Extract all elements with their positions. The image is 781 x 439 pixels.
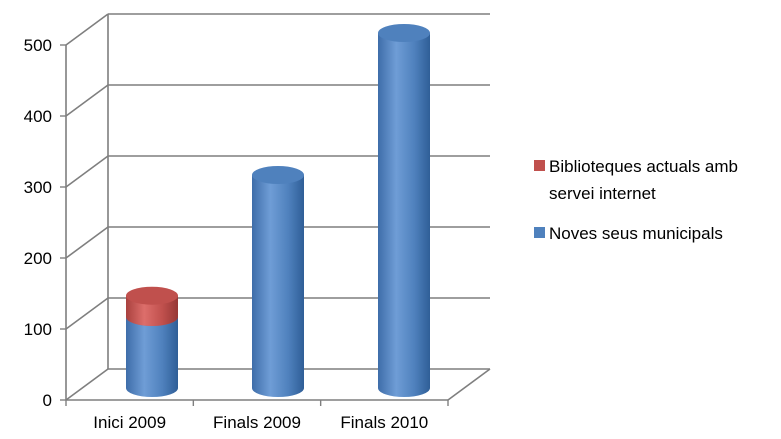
side-gridline — [65, 13, 109, 46]
category-label: Finals 2009 — [213, 413, 301, 432]
bar-noves-seus-municipals — [378, 24, 430, 397]
legend-label: Biblioteques actuals amb — [549, 157, 738, 176]
category-labels: Inici 2009 Finals 2009 Finals 2010 — [93, 413, 428, 432]
legend: Biblioteques actuals amb servei internet N… — [534, 157, 738, 243]
y-tick-label: 400 — [24, 107, 52, 126]
category-label: Finals 2010 — [340, 413, 428, 432]
side-gridline — [65, 226, 109, 259]
y-tick-labels: 0 100 200 300 400 500 — [24, 36, 66, 410]
legend-label: servei internet — [549, 184, 656, 203]
bar-noves-seus-municipals — [252, 166, 304, 397]
side-gridline — [65, 368, 109, 401]
side-gridline — [65, 297, 109, 330]
bar-biblioteques-actuals — [126, 286, 178, 326]
bar-body — [126, 317, 178, 397]
y-tick-label: 500 — [24, 36, 52, 55]
bar-top-cap — [252, 166, 304, 184]
bar-body — [252, 175, 304, 397]
category-label: Inici 2009 — [93, 413, 166, 432]
side-gridline — [65, 155, 109, 188]
side-gridline — [65, 84, 109, 117]
bars — [126, 24, 430, 397]
y-tick-label: 300 — [24, 178, 52, 197]
bar-body — [378, 33, 430, 397]
bar-top-cap — [126, 286, 178, 305]
legend-swatch — [534, 227, 545, 238]
y-tick-label: 200 — [24, 249, 52, 268]
legend-label: Noves seus municipals — [549, 224, 723, 243]
floor-right-edge — [447, 368, 491, 401]
y-tick-label: 0 — [43, 391, 52, 410]
legend-swatch — [534, 160, 545, 171]
y-tick-label: 100 — [24, 320, 52, 339]
bar-top-cap — [378, 24, 430, 42]
